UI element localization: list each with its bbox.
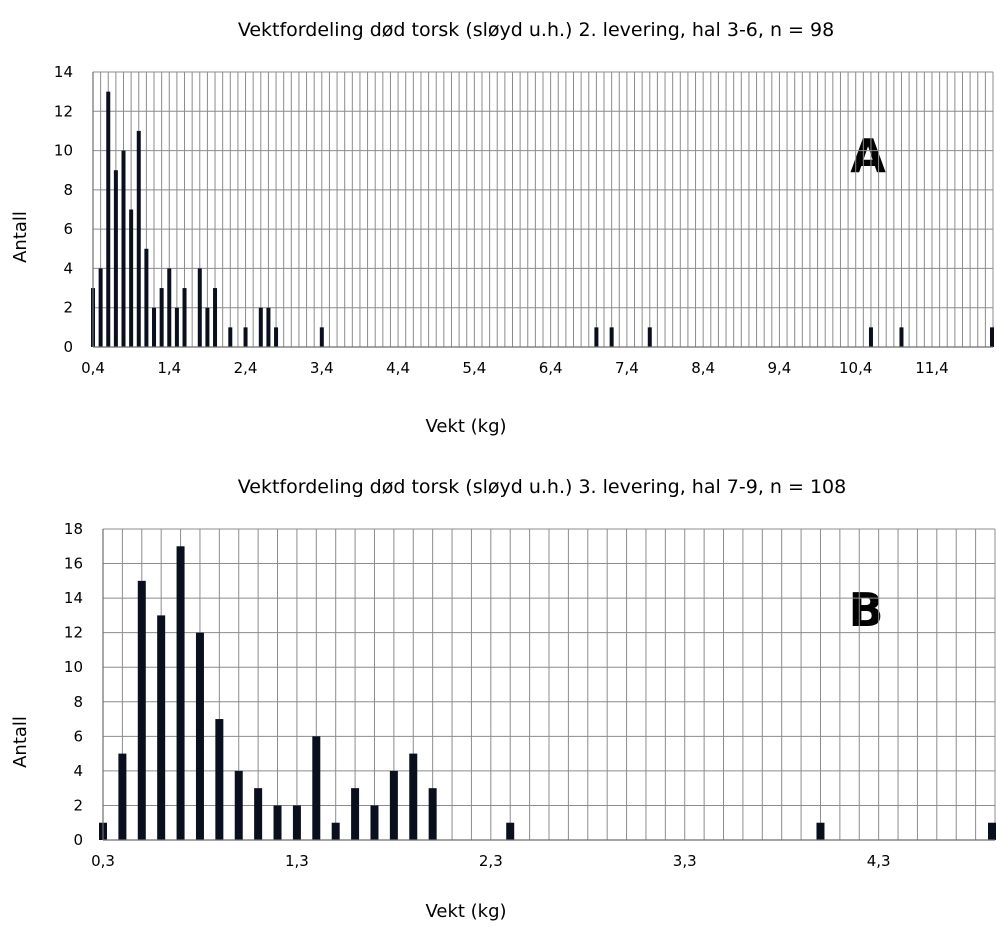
y-axis-label-a: Antall <box>10 211 31 263</box>
bar <box>174 307 179 347</box>
x-tick-label: 9,4 <box>768 359 792 377</box>
chart-title-a: Vektfordeling død torsk (sløyd u.h.) 2. … <box>238 19 834 41</box>
x-tick-label: 2,3 <box>479 852 503 870</box>
x-tick-label: 1,4 <box>157 359 181 377</box>
x-axis-label-b: Vekt (kg) <box>425 901 506 922</box>
bar <box>152 307 157 347</box>
y-tick-label: 12 <box>64 624 83 642</box>
bar <box>106 91 111 348</box>
bar <box>868 327 873 347</box>
y-tick-label: 0 <box>73 831 83 849</box>
bar <box>215 719 224 840</box>
x-tick-label: 7,4 <box>615 359 639 377</box>
y-tick-label: 12 <box>54 102 73 120</box>
bar <box>157 615 166 840</box>
bar <box>118 753 127 840</box>
bar <box>129 209 134 347</box>
chart-panel-a: Vektfordeling død torsk (sløyd u.h.) 2. … <box>10 19 994 437</box>
x-tick-label: 5,4 <box>462 359 486 377</box>
bar <box>234 770 243 840</box>
bar <box>113 170 118 347</box>
tick-labels-b: 0 2 4 6 8 10 12 14 16 18 0,3 1,3 2,3 3,3 4,3 <box>64 520 891 870</box>
y-tick-label: 6 <box>73 727 83 745</box>
x-tick-label: 1,3 <box>285 852 309 870</box>
bar <box>213 288 218 347</box>
bar <box>273 805 282 840</box>
x-tick-label: 8,4 <box>691 359 715 377</box>
bar <box>274 327 279 347</box>
y-tick-label: 4 <box>73 762 83 780</box>
bar <box>816 822 825 840</box>
tick-labels-a: 0 2 4 6 8 10 12 14 0,4 1,4 2,4 3,4 4,4 5,4 6,4 7,4 8,4 9,… <box>54 63 949 377</box>
x-axis-label-a: Vekt (kg) <box>425 416 506 437</box>
x-tick-label: 0,3 <box>91 852 115 870</box>
bars-b <box>99 546 996 840</box>
y-tick-label: 6 <box>63 220 73 238</box>
bars-a <box>91 91 994 348</box>
bar <box>319 327 324 347</box>
x-tick-label: 2,4 <box>234 359 258 377</box>
bar <box>990 327 994 347</box>
bar <box>988 822 996 840</box>
chart-title-b: Vektfordeling død torsk (sløyd u.h.) 3. … <box>238 476 846 498</box>
bar <box>228 327 233 347</box>
y-tick-label: 2 <box>73 796 83 814</box>
bar <box>136 130 141 347</box>
x-tick-label: 4,4 <box>386 359 410 377</box>
y-tick-label: 2 <box>63 299 73 317</box>
axes-a <box>92 72 993 348</box>
bar <box>292 805 301 840</box>
bar <box>182 288 187 347</box>
bar <box>506 822 515 840</box>
grid-a <box>92 71 994 348</box>
bar <box>159 288 164 347</box>
bar <box>121 150 126 347</box>
bar <box>594 327 599 347</box>
bar <box>243 327 248 347</box>
bar <box>312 736 321 840</box>
bar <box>428 788 437 840</box>
bar <box>176 546 185 840</box>
x-tick-label: 11,4 <box>915 359 948 377</box>
bar <box>98 268 103 347</box>
bar <box>351 788 360 840</box>
x-tick-label: 6,4 <box>539 359 563 377</box>
bar <box>389 770 398 840</box>
y-tick-label: 10 <box>64 658 83 676</box>
bar <box>609 327 614 347</box>
y-axis-label-b: Antall <box>10 716 31 768</box>
bar <box>409 753 418 840</box>
x-tick-label: 3,4 <box>310 359 334 377</box>
bar <box>899 327 904 347</box>
bar <box>254 788 263 840</box>
bar <box>647 327 652 347</box>
bar <box>205 307 210 347</box>
y-tick-label: 18 <box>64 520 83 538</box>
y-tick-label: 8 <box>63 181 73 199</box>
bar <box>258 307 263 347</box>
x-tick-label: 10,4 <box>839 359 872 377</box>
bar <box>137 580 146 840</box>
y-tick-label: 16 <box>64 555 83 573</box>
bar <box>197 268 202 347</box>
bar <box>370 805 379 840</box>
axes-b <box>102 529 995 841</box>
bar <box>167 268 172 347</box>
panel-label-b: B <box>848 583 883 637</box>
x-tick-label: 3,3 <box>673 852 697 870</box>
x-tick-label: 4,3 <box>867 852 891 870</box>
y-tick-label: 14 <box>64 589 83 607</box>
bar <box>331 822 340 840</box>
y-tick-label: 8 <box>73 693 83 711</box>
bar <box>266 307 271 347</box>
y-tick-label: 4 <box>63 259 73 277</box>
y-tick-label: 0 <box>63 338 73 356</box>
bar <box>195 632 204 840</box>
bar <box>144 248 149 347</box>
chart-panel-b: Vektfordeling død torsk (sløyd u.h.) 3. … <box>10 476 996 922</box>
x-tick-label: 0,4 <box>81 359 105 377</box>
y-tick-label: 10 <box>54 142 73 160</box>
y-tick-label: 14 <box>54 63 73 81</box>
